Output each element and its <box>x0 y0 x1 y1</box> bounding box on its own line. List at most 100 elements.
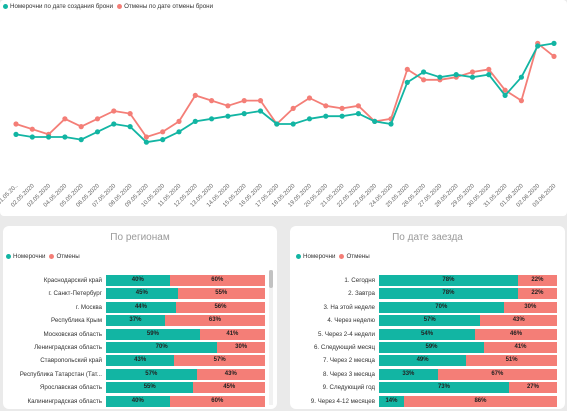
series-0-point-25[interactable] <box>421 69 427 75</box>
legend-item-bookings[interactable]: Номерочни по дате создания брони <box>3 3 113 10</box>
bar-segment-bookings[interactable]: 54% <box>379 328 476 340</box>
bar-row[interactable]: Ставропольский край 43% 57% <box>3 355 277 367</box>
stacked-bar[interactable]: 57% 43% <box>106 368 265 380</box>
series-1-point-25[interactable] <box>421 77 427 83</box>
bar-segment-bookings[interactable]: 40% <box>106 395 170 407</box>
series-0-point-21[interactable] <box>355 111 361 117</box>
bar-row[interactable]: 8. Через 3 месяца 33% 67% <box>290 368 565 380</box>
series-0-point-27[interactable] <box>453 72 459 78</box>
stacked-bar[interactable]: 57% 43% <box>379 315 557 327</box>
stacked-bar[interactable]: 45% 55% <box>106 288 265 300</box>
series-1-point-8[interactable] <box>143 134 149 140</box>
series-0-point-22[interactable] <box>372 118 378 124</box>
bar-segment-bookings[interactable]: 59% <box>106 328 200 340</box>
stacked-bar[interactable]: 40% 60% <box>106 395 265 407</box>
bar-row[interactable]: 5. Через 2-4 недели 54% 46% <box>290 328 565 340</box>
series-0-point-5[interactable] <box>94 129 101 135</box>
bar-segment-cancellations[interactable]: 41% <box>199 328 265 340</box>
series-1-point-28[interactable] <box>469 69 476 75</box>
series-0-point-9[interactable] <box>160 137 166 143</box>
line-chart[interactable]: 01.05.20..02.05.202003.05.202004.05.2020… <box>0 0 567 216</box>
bar-row[interactable]: 6. Следующий месяц 59% 41% <box>290 342 565 353</box>
bar-segment-cancellations[interactable]: 43% <box>196 368 265 380</box>
series-0-point-8[interactable] <box>143 139 149 145</box>
bar-segment-bookings[interactable]: 57% <box>106 368 197 380</box>
series-1-point-19[interactable] <box>323 103 329 109</box>
bar-segment-cancellations[interactable]: 60% <box>169 275 265 286</box>
bar-segment-cancellations[interactable]: 60% <box>169 395 265 407</box>
stacked-bar[interactable]: 59% 41% <box>106 328 265 340</box>
series-0-point-26[interactable] <box>437 74 443 80</box>
bar-segment-cancellations[interactable]: 46% <box>475 328 557 340</box>
bar-segment-cancellations[interactable]: 86% <box>403 395 557 407</box>
series-1-point-10[interactable] <box>176 118 182 124</box>
series-1-point-4[interactable] <box>78 124 84 130</box>
series-1-point-24[interactable] <box>404 66 410 72</box>
bar-segment-bookings[interactable]: 49% <box>379 355 467 367</box>
bar-segment-cancellations[interactable]: 55% <box>177 288 265 300</box>
series-1-point-18[interactable] <box>306 95 313 101</box>
series-0-point-11[interactable] <box>192 118 198 124</box>
stacked-bar[interactable]: 70% 30% <box>379 301 557 313</box>
bar-segment-bookings[interactable]: 44% <box>106 301 176 313</box>
stacked-bar[interactable]: 78% 22% <box>379 275 557 286</box>
bar-row[interactable]: 3. На этой неделе 70% 30% <box>290 301 565 313</box>
bar-segment-cancellations[interactable]: 30% <box>217 342 265 353</box>
region-scrollbar[interactable] <box>269 270 273 405</box>
series-0-point-2[interactable] <box>46 134 52 140</box>
arrival-legend-item-bookings[interactable]: Номерочни <box>296 253 335 260</box>
series-1-point-31[interactable] <box>518 98 525 104</box>
bar-row[interactable]: г. Москва 44% 56% <box>3 301 277 313</box>
series-1-point-20[interactable] <box>339 105 345 111</box>
bar-row[interactable]: Ярославская область 55% 45% <box>3 382 277 394</box>
bar-segment-cancellations[interactable]: 22% <box>517 288 557 300</box>
bar-segment-bookings[interactable]: 57% <box>379 315 481 327</box>
bar-row[interactable]: Республика Татарстан (Тат... 57% 43% <box>3 368 277 380</box>
bar-segment-cancellations[interactable]: 27% <box>508 382 557 394</box>
series-1-point-33[interactable] <box>551 53 557 60</box>
bar-segment-bookings[interactable]: 78% <box>379 275 518 286</box>
series-0-point-20[interactable] <box>339 113 345 119</box>
series-0-point-16[interactable] <box>274 121 280 127</box>
bar-segment-bookings[interactable]: 14% <box>379 395 404 407</box>
series-0-point-3[interactable] <box>62 134 68 140</box>
series-0-point-12[interactable] <box>209 116 215 122</box>
series-0-point-13[interactable] <box>225 113 231 119</box>
bar-row[interactable]: Московская область 59% 41% <box>3 328 277 340</box>
stacked-bar[interactable]: 73% 27% <box>379 382 557 394</box>
series-0-point-10[interactable] <box>176 129 182 135</box>
stacked-bar[interactable]: 54% 46% <box>379 328 557 340</box>
series-1-point-3[interactable] <box>62 116 68 122</box>
bar-segment-cancellations[interactable]: 67% <box>437 368 557 380</box>
bar-segment-bookings[interactable]: 40% <box>106 275 170 286</box>
series-1-point-21[interactable] <box>355 103 361 109</box>
bar-segment-bookings[interactable]: 70% <box>106 342 218 353</box>
series-0-point-31[interactable] <box>518 74 525 80</box>
arrival-legend-item-cancellations[interactable]: Отмены <box>339 253 370 260</box>
region-scrollbar-thumb[interactable] <box>269 270 273 288</box>
bar-segment-bookings[interactable]: 33% <box>379 368 438 380</box>
stacked-bar[interactable]: 37% 63% <box>106 315 265 327</box>
series-0-point-18[interactable] <box>306 116 313 122</box>
series-0-point-28[interactable] <box>469 74 476 80</box>
series-1-point-29[interactable] <box>486 66 492 72</box>
stacked-bar[interactable]: 59% 41% <box>379 342 557 353</box>
bar-segment-cancellations[interactable]: 57% <box>174 355 265 367</box>
bar-row[interactable]: Калининградская область 40% 60% <box>3 395 277 407</box>
series-1-point-17[interactable] <box>290 105 296 111</box>
bar-row[interactable]: 9. Следующий год 73% 27% <box>290 382 565 394</box>
stacked-bar[interactable]: 40% 60% <box>106 275 265 286</box>
series-0-point-33[interactable] <box>551 40 557 47</box>
series-1-point-0[interactable] <box>13 121 19 127</box>
bar-segment-cancellations[interactable]: 45% <box>193 382 265 394</box>
bar-segment-cancellations[interactable]: 30% <box>503 301 557 313</box>
bar-row[interactable]: 4. Через неделю 57% 43% <box>290 315 565 327</box>
series-0-point-7[interactable] <box>127 124 133 130</box>
region-legend-item-bookings[interactable]: Номерочни <box>6 253 45 260</box>
region-legend-item-cancellations[interactable]: Отмены <box>49 253 80 260</box>
series-1-point-13[interactable] <box>225 103 231 109</box>
bar-row[interactable]: Ленинградская область 70% 30% <box>3 342 277 353</box>
stacked-bar[interactable]: 49% 51% <box>379 355 557 367</box>
series-0-point-32[interactable] <box>535 43 541 49</box>
legend-item-cancellations[interactable]: Отмены по дате отмены брони <box>117 3 213 10</box>
